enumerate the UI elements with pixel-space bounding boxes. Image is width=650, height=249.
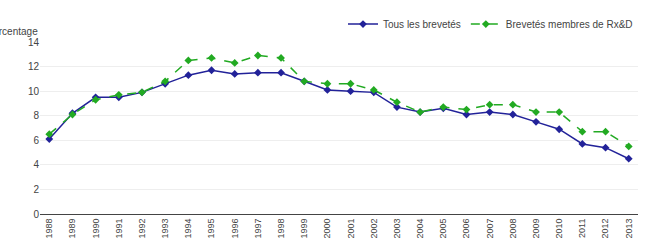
svg-text:14: 14: [28, 37, 40, 48]
svg-text:2009: 2009: [531, 219, 541, 239]
svg-text:2013: 2013: [624, 219, 634, 239]
svg-text:1990: 1990: [91, 219, 101, 239]
svg-text:2000: 2000: [322, 219, 332, 239]
svg-text:1994: 1994: [183, 219, 193, 239]
svg-text:10: 10: [28, 86, 40, 97]
svg-text:1992: 1992: [137, 219, 147, 239]
svg-text:2006: 2006: [461, 219, 471, 239]
svg-text:12: 12: [28, 61, 40, 72]
svg-text:1997: 1997: [253, 219, 263, 239]
svg-text:Brevetés membres de Rx&D: Brevetés membres de Rx&D: [506, 19, 633, 30]
svg-text:2007: 2007: [485, 219, 495, 239]
svg-text:1998: 1998: [276, 219, 286, 239]
svg-text:6: 6: [33, 135, 39, 146]
svg-text:Pourcentage: Pourcentage: [0, 26, 38, 37]
svg-text:1999: 1999: [299, 219, 309, 239]
svg-text:8: 8: [33, 110, 39, 121]
svg-text:1996: 1996: [230, 219, 240, 239]
svg-text:2010: 2010: [554, 219, 564, 239]
svg-text:2008: 2008: [508, 219, 518, 239]
svg-text:Tous les brevetés: Tous les brevetés: [383, 19, 461, 30]
svg-text:2005: 2005: [438, 219, 448, 239]
svg-text:2003: 2003: [392, 219, 402, 239]
svg-text:1995: 1995: [206, 219, 216, 239]
svg-text:2012: 2012: [600, 219, 610, 239]
svg-text:2001: 2001: [346, 219, 356, 239]
svg-text:0: 0: [33, 209, 39, 220]
svg-text:1993: 1993: [160, 219, 170, 239]
svg-text:2011: 2011: [577, 219, 587, 238]
svg-text:4: 4: [33, 159, 39, 170]
svg-text:1989: 1989: [67, 219, 77, 239]
svg-text:2002: 2002: [369, 219, 379, 239]
svg-text:1991: 1991: [114, 219, 124, 239]
svg-text:2: 2: [33, 184, 39, 195]
svg-text:1988: 1988: [44, 219, 54, 239]
svg-text:2004: 2004: [415, 219, 425, 239]
